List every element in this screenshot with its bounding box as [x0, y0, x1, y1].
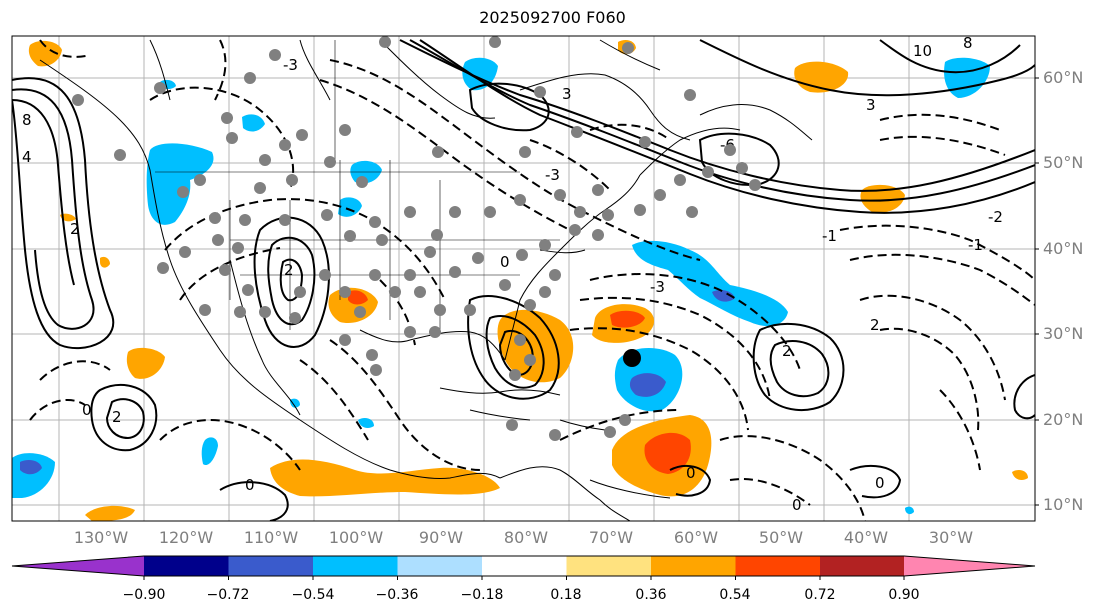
- lat-label-30n: 30°N: [1043, 324, 1084, 343]
- map-frame: [11, 35, 1036, 522]
- contour-label: 0: [500, 253, 510, 271]
- contour-label: -3: [283, 56, 298, 74]
- colorbar-label: −0.90: [122, 587, 166, 603]
- contour-label: -1: [968, 236, 983, 254]
- contour-label: 4: [22, 148, 32, 166]
- colorbar-label: −0.72: [206, 587, 250, 603]
- contour-label: 2: [782, 342, 792, 360]
- lon-label-130w: 130°W: [73, 528, 129, 547]
- lon-label-40w: 40°W: [843, 528, 889, 547]
- contour-label: -1: [822, 227, 837, 245]
- lon-label-90w: 90°W: [418, 528, 464, 547]
- lon-label-30w: 30°W: [928, 528, 974, 547]
- storm-center-marker: [623, 349, 641, 367]
- contour-label: 2: [112, 408, 122, 426]
- colorbar-label: 0.72: [804, 587, 836, 603]
- contour-label: 0: [245, 476, 255, 494]
- shaded-field: [12, 40, 1028, 521]
- colorbar-label: −0.18: [460, 587, 504, 603]
- colorbar-segment: [228, 556, 313, 576]
- colorbar-segment: [482, 556, 567, 576]
- lat-label-20n: 20°N: [1043, 410, 1084, 429]
- contour-label: 2: [284, 261, 294, 279]
- lon-label-50w: 50°W: [758, 528, 804, 547]
- lon-label-80w: 80°W: [503, 528, 549, 547]
- colorbar-segment: [904, 556, 1035, 576]
- colorbar-segment: [12, 556, 144, 576]
- colorbar-label: 0.90: [888, 587, 920, 603]
- colorbar-label: 0.54: [719, 587, 751, 603]
- lat-label-60n: 60°N: [1043, 68, 1084, 87]
- contour-label: 2: [70, 220, 80, 238]
- lon-label-60w: 60°W: [673, 528, 719, 547]
- lon-label-120w: 120°W: [158, 528, 214, 547]
- contour-label: 0: [82, 401, 92, 419]
- colorbar-label: 0.36: [635, 587, 667, 603]
- colorbar-segment: [144, 556, 229, 576]
- colorbar-label: 0.18: [550, 587, 582, 603]
- contour-label: 3: [562, 85, 572, 103]
- contour-labels: 4 8 2 2 -3 -3 -3 -1 -2 -1 2 10 8 3 -6 3 …: [22, 34, 1003, 514]
- colorbar-segment: [735, 556, 820, 576]
- lat-label-40n: 40°N: [1043, 239, 1084, 258]
- colorbar-segment: [313, 556, 398, 576]
- colorbar-segment: [397, 556, 482, 576]
- colorbar-label: −0.36: [375, 587, 419, 603]
- contour-label: 0: [875, 474, 885, 492]
- map-title: 2025092700 F060: [479, 8, 626, 27]
- colorbar-segment: [820, 556, 904, 576]
- contour-label: 2: [870, 316, 880, 334]
- contour-label: -3: [545, 166, 560, 184]
- colorbar: [11, 555, 1036, 580]
- contour-label: 3: [866, 96, 876, 114]
- colorbar-segment: [651, 556, 736, 576]
- contour-label: 0: [792, 496, 802, 514]
- contour-label: 0: [686, 464, 696, 482]
- contour-label: -3: [650, 278, 665, 296]
- lon-label-70w: 70°W: [588, 528, 634, 547]
- observation-dots: [72, 36, 761, 441]
- contour-label: 10: [913, 42, 932, 60]
- colorbar-segment: [566, 556, 651, 576]
- lat-label-10n: 10°N: [1043, 495, 1084, 514]
- positive-contours: [12, 39, 1035, 521]
- colorbar-label: −0.54: [291, 587, 335, 603]
- lat-label-50n: 50°N: [1043, 153, 1084, 172]
- contour-label: 8: [963, 34, 973, 52]
- contour-label: 8: [22, 111, 32, 129]
- negative-contours: [29, 39, 1035, 521]
- lon-label-100w: 100°W: [328, 528, 384, 547]
- lon-label-110w: 110°W: [243, 528, 299, 547]
- contour-label: -2: [988, 208, 1003, 226]
